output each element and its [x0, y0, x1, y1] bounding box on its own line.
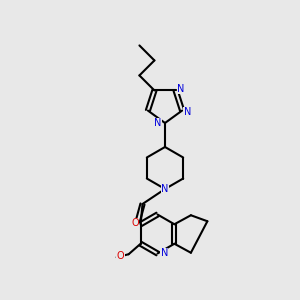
Text: O: O	[116, 251, 124, 261]
Text: N: N	[184, 107, 191, 117]
Text: N: N	[160, 248, 168, 259]
Text: N: N	[161, 184, 169, 194]
Text: N: N	[177, 84, 184, 94]
Text: O: O	[131, 218, 139, 229]
Text: N: N	[154, 118, 161, 128]
